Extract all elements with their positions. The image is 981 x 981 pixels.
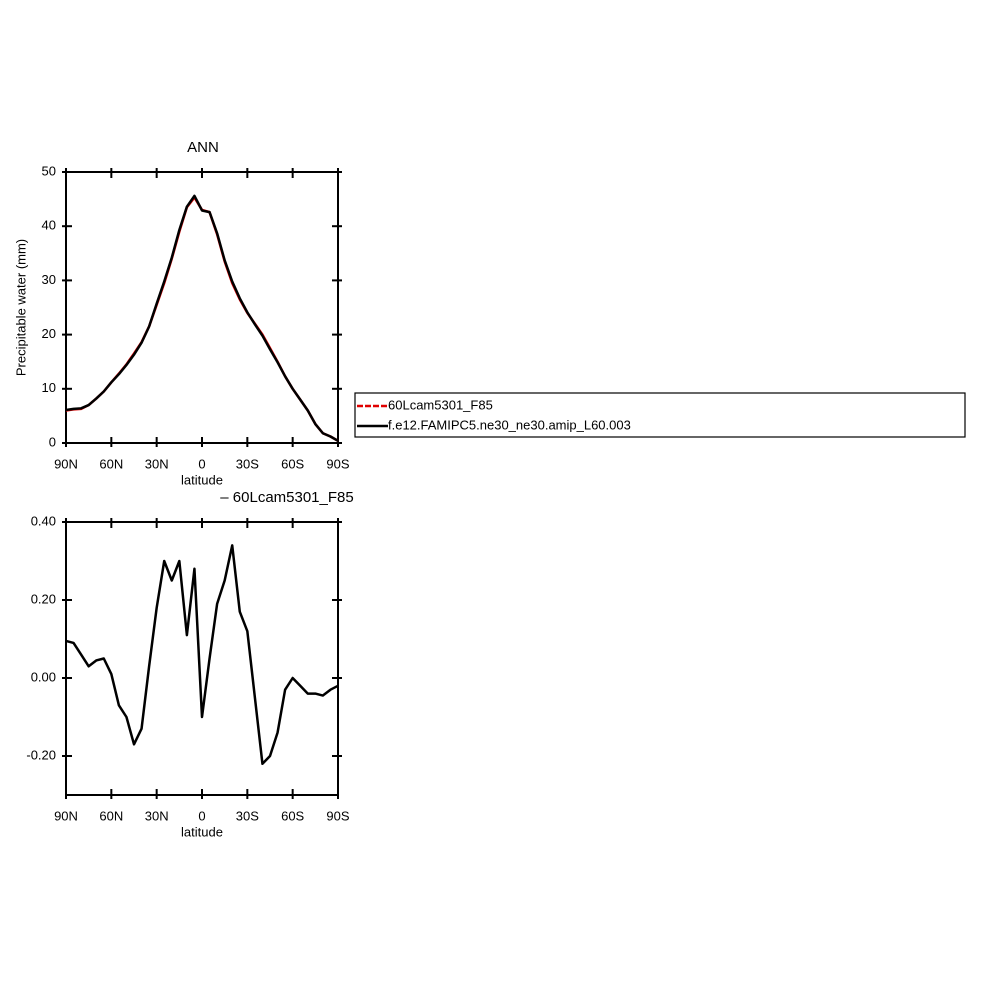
x-tick-label: 0 (198, 456, 205, 471)
x-tick-label: 60N (99, 456, 123, 471)
plot-frame (65, 171, 339, 444)
x-tick-label: 0 (198, 808, 205, 823)
x-tick-label: 30N (145, 456, 169, 471)
y-tick-label: 20 (42, 326, 56, 341)
x-tick-label: 90N (54, 808, 78, 823)
legend-label: f.e12.FAMIPC5.ne30_ne30.amip_L60.003 (388, 417, 631, 432)
x-tick-label: 90S (326, 456, 349, 471)
y-axis-label: Precipitable water (mm) (13, 239, 28, 376)
x-axis-label: latitude (181, 472, 223, 487)
plot-frame (65, 521, 339, 796)
x-tick-label: 90S (326, 808, 349, 823)
data-line (65, 194, 339, 442)
legend-box (354, 392, 966, 438)
chart-title: ANN (187, 139, 219, 156)
y-tick-label: 30 (42, 272, 56, 287)
x-tick-label: 60N (99, 808, 123, 823)
y-tick-label: 0 (49, 434, 56, 449)
chart-title: – 60Lcam5301_F85 (220, 489, 353, 506)
legend-label: 60Lcam5301_F85 (388, 397, 493, 412)
x-tick-label: 60S (281, 456, 304, 471)
x-tick-label: 30S (236, 456, 259, 471)
y-tick-label: 10 (42, 380, 56, 395)
data-line (65, 196, 339, 442)
x-tick-label: 60S (281, 808, 304, 823)
x-axis-label: latitude (181, 824, 223, 839)
y-tick-label: 0.00 (31, 669, 56, 684)
y-tick-label: 40 (42, 218, 56, 233)
y-tick-label: 0.40 (31, 513, 56, 528)
x-tick-label: 90N (54, 456, 78, 471)
x-tick-label: 30S (236, 808, 259, 823)
y-tick-label: 50 (42, 163, 56, 178)
y-tick-label: 0.20 (31, 591, 56, 606)
data-line (65, 544, 339, 766)
y-tick-label: -0.20 (26, 747, 56, 762)
x-tick-label: 30N (145, 808, 169, 823)
